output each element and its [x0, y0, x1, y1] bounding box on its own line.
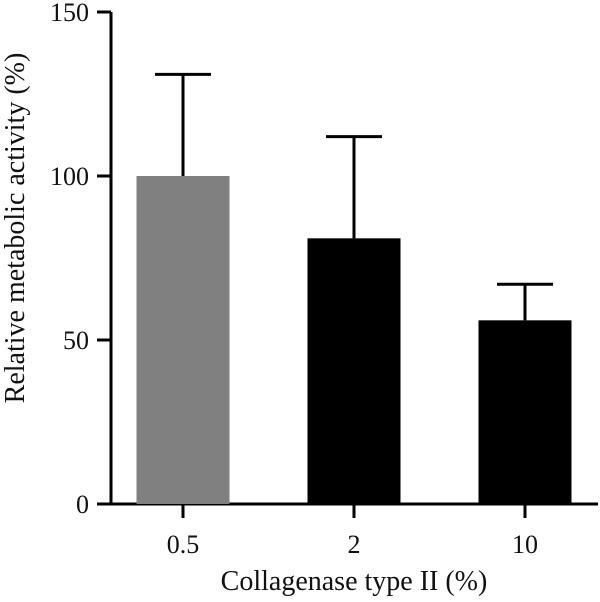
y-tick-label: 150 — [50, 0, 89, 27]
error-bars — [155, 72, 553, 321]
y-axis-title: Relative metabolic activity (%) — [0, 53, 31, 404]
x-tick-label: 10 — [512, 530, 538, 559]
bar — [136, 176, 230, 504]
y-axis: 0 50 100 150 — [50, 0, 113, 519]
y-tick-label: 100 — [50, 162, 89, 191]
y-tick-label: 0 — [76, 490, 89, 519]
bar — [478, 320, 572, 504]
bar — [307, 238, 401, 504]
x-tick-label: 0.5 — [167, 530, 200, 559]
x-tick-label: 2 — [348, 530, 361, 559]
bars — [136, 176, 572, 504]
x-axis-title: Collagenase type II (%) — [221, 566, 488, 597]
y-tick-label: 50 — [63, 326, 89, 355]
x-axis: 0.5 2 10 — [111, 502, 598, 559]
